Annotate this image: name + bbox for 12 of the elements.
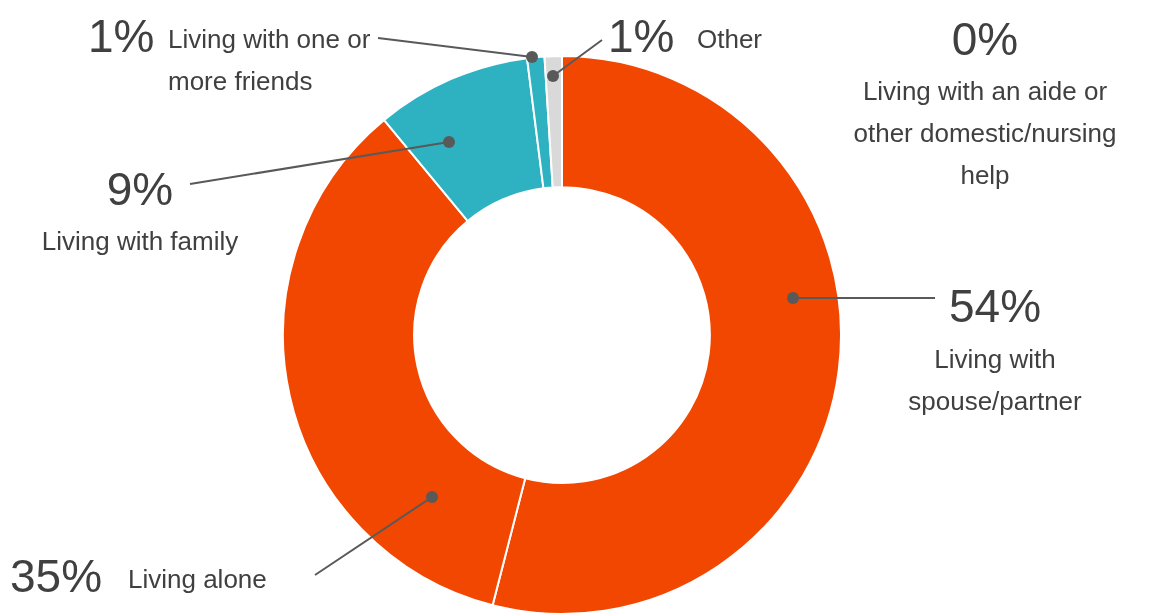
text: 0% [951, 13, 1019, 65]
slice-label: Living alone [128, 564, 267, 594]
slice-label: Other [697, 24, 763, 54]
slice-label: Living with family [41, 226, 239, 256]
category-label: Living with an aide or other domestic/nursing help [853, 76, 1117, 190]
data-label: 1% [608, 10, 675, 62]
data-label: 1% [88, 10, 155, 62]
slice-label: Living with one or more friends [168, 24, 371, 96]
data-label: 9% [106, 163, 174, 215]
slice-label: Living with spouse/partner [908, 344, 1083, 416]
data-label: 35% [10, 550, 103, 602]
data-label: 54% [948, 280, 1042, 332]
